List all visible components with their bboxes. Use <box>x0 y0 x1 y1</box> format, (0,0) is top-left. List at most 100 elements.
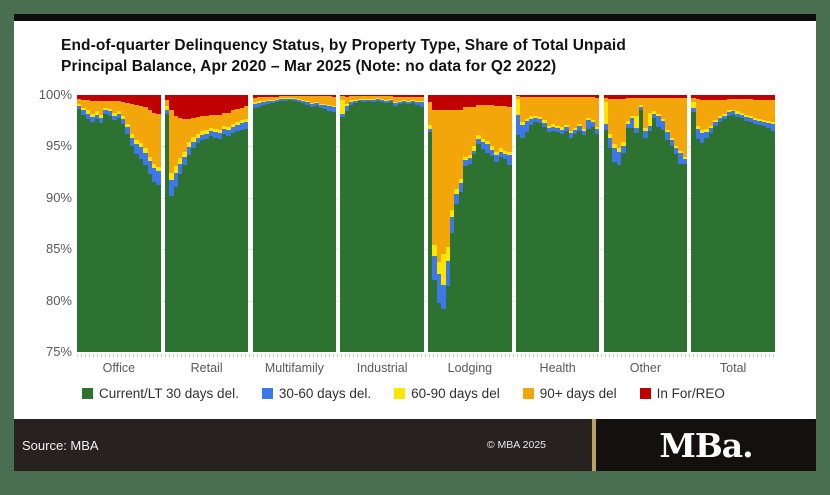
segment-current-lt30 <box>222 134 227 352</box>
segment-90plus-days <box>577 97 582 124</box>
segment-current-lt30 <box>612 161 617 352</box>
segment-30-60-days <box>204 134 209 140</box>
segment-90plus-days <box>494 106 499 152</box>
segment-30-60-days <box>239 122 245 130</box>
segment-current-lt30 <box>730 114 736 352</box>
segment-90plus-days <box>730 99 736 111</box>
segment-90plus-days <box>581 97 587 129</box>
segment-current-lt30 <box>726 115 731 352</box>
segment-30-60-days <box>752 119 758 124</box>
segment-30-60-days <box>283 99 288 102</box>
stacked-bar <box>388 95 394 352</box>
segment-current-lt30 <box>85 118 91 352</box>
segment-in-for-reo <box>691 95 696 99</box>
stacked-bar <box>195 95 200 352</box>
legend-label: Current/LT 30 days del. <box>99 386 239 401</box>
segment-current-lt30 <box>467 163 473 352</box>
segment-90plus-days <box>656 98 661 114</box>
stacked-bar <box>766 95 771 352</box>
segment-90plus-days <box>454 110 459 189</box>
segment-current-lt30 <box>230 133 236 352</box>
segment-in-for-reo <box>480 95 486 106</box>
legend-item: Current/LT 30 days del. <box>82 386 239 401</box>
segment-current-lt30 <box>568 138 574 352</box>
stacked-bar <box>191 95 196 352</box>
segment-30-60-days <box>410 101 416 104</box>
segment-90plus-days <box>90 101 95 114</box>
segment-in-for-reo <box>489 95 495 106</box>
segment-90plus-days <box>458 110 464 180</box>
segment-60-90-days <box>410 100 416 102</box>
segment-90plus-days <box>300 96 306 101</box>
segment-in-for-reo <box>603 95 608 99</box>
segment-60-90-days <box>463 156 468 160</box>
stacked-bar <box>708 95 714 352</box>
y-tick-label: 95% <box>45 138 72 154</box>
segment-90plus-days <box>349 96 354 101</box>
segment-90plus-days <box>388 96 394 100</box>
segment-30-60-days <box>748 117 753 122</box>
segment-60-90-days <box>349 100 354 103</box>
segment-in-for-reo <box>217 95 223 115</box>
segment-in-for-reo <box>103 95 108 102</box>
segment-60-90-days <box>766 120 771 123</box>
segment-in-for-reo <box>90 95 95 102</box>
segment-current-lt30 <box>344 111 350 352</box>
segment-30-60-days <box>665 132 670 141</box>
segment-in-for-reo <box>406 95 411 98</box>
segment-current-lt30 <box>371 102 376 352</box>
stacked-bar <box>169 95 174 352</box>
segment-30-60-days <box>384 101 389 104</box>
segment-current-lt30 <box>450 232 455 352</box>
segment-current-lt30 <box>278 101 284 352</box>
segment-current-lt30 <box>410 103 416 352</box>
segment-current-lt30 <box>353 103 358 352</box>
segment-30-60-days <box>85 113 91 119</box>
legend-label: 60-90 days del <box>411 386 500 401</box>
segment-60-90-days <box>99 114 104 118</box>
gridline <box>77 249 775 251</box>
segment-90plus-days <box>309 96 315 104</box>
segment-90plus-days <box>739 99 745 113</box>
segment-in-for-reo <box>586 95 591 98</box>
segment-in-for-reo <box>770 95 775 101</box>
segment-in-for-reo <box>401 95 407 98</box>
segment-in-for-reo <box>432 95 437 111</box>
segment-60-90-days <box>323 104 328 106</box>
segment-30-60-days <box>278 99 284 102</box>
segment-current-lt30 <box>415 105 420 352</box>
segment-90plus-days <box>256 97 262 102</box>
segment-in-for-reo <box>494 95 499 107</box>
segment-30-60-days <box>528 118 534 125</box>
segment-90plus-days <box>239 108 245 120</box>
segment-60-90-days <box>489 146 495 150</box>
segment-90plus-days <box>638 98 644 106</box>
segment-current-lt30 <box>213 138 218 352</box>
segment-60-90-days <box>555 125 560 128</box>
segment-in-for-reo <box>682 95 688 99</box>
segment-current-lt30 <box>436 302 442 352</box>
card-top-bar <box>14 14 816 21</box>
segment-current-lt30 <box>695 139 701 352</box>
segment-in-for-reo <box>156 95 161 114</box>
segment-in-for-reo <box>445 95 451 111</box>
segment-30-60-days <box>485 144 490 153</box>
segment-90plus-days <box>467 107 473 155</box>
footer-left-section: Source: MBA © MBA 2025 <box>14 419 592 471</box>
segment-in-for-reo <box>305 95 310 97</box>
segment-in-for-reo <box>739 95 745 100</box>
stacked-bar <box>485 95 490 352</box>
segment-30-60-days <box>432 256 437 281</box>
segment-30-60-days <box>200 135 205 141</box>
segment-30-60-days <box>230 126 236 134</box>
segment-90plus-days <box>524 97 529 119</box>
segment-current-lt30 <box>480 149 486 352</box>
segment-90plus-days <box>344 97 350 105</box>
segment-current-lt30 <box>323 109 328 352</box>
segment-90plus-days <box>432 110 437 246</box>
segment-30-60-days <box>419 102 424 108</box>
segment-60-90-days <box>125 123 130 127</box>
segment-30-60-days <box>151 168 157 183</box>
segment-current-lt30 <box>129 146 135 352</box>
segment-in-for-reo <box>502 95 508 107</box>
